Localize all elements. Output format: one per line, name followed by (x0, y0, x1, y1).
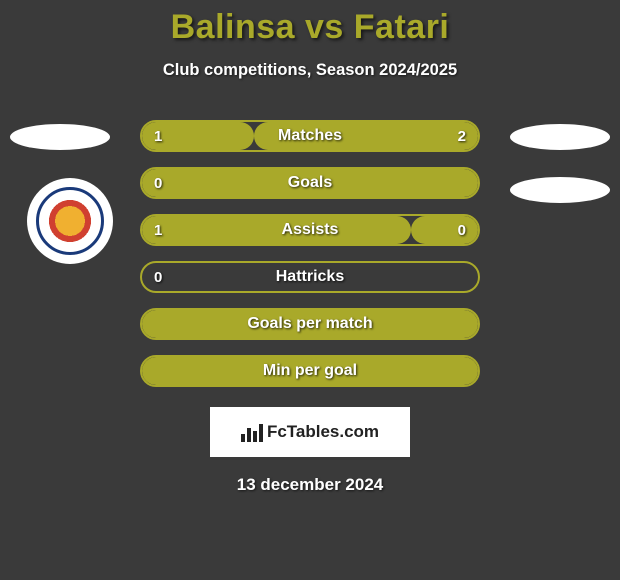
stat-bar-goals-per-match: Goals per match (140, 308, 480, 340)
stats-comparison-card: Balinsa vs Fatari Club competitions, Sea… (0, 0, 620, 580)
stat-label: Hattricks (142, 268, 478, 286)
arema-badge-icon (36, 187, 104, 255)
stat-label: Goals (142, 174, 478, 192)
stat-bar-assists: 1 Assists 0 (140, 214, 480, 246)
subtitle: Club competitions, Season 2024/2025 (0, 61, 620, 80)
club-right-ellipse (510, 177, 610, 203)
stat-bar-hattricks: 0 Hattricks (140, 261, 480, 293)
bar-chart-icon (241, 422, 263, 442)
stat-bar-matches: 1 Matches 2 (140, 120, 480, 152)
stat-label: Assists (142, 221, 478, 239)
player-left-ellipse (10, 124, 110, 150)
brand-box[interactable]: FcTables.com (210, 407, 410, 457)
stat-value-right: 2 (458, 128, 466, 145)
stat-bar-min-per-goal: Min per goal (140, 355, 480, 387)
stat-value-right: 0 (458, 222, 466, 239)
club-left-badge (27, 178, 113, 264)
stat-label: Goals per match (142, 315, 478, 333)
stat-bar-goals: 0 Goals (140, 167, 480, 199)
date-text: 13 december 2024 (0, 475, 620, 495)
player-right-ellipse (510, 124, 610, 150)
brand-text: FcTables.com (267, 422, 379, 442)
page-title: Balinsa vs Fatari (0, 0, 620, 47)
stat-label: Matches (142, 127, 478, 145)
stat-label: Min per goal (142, 362, 478, 380)
